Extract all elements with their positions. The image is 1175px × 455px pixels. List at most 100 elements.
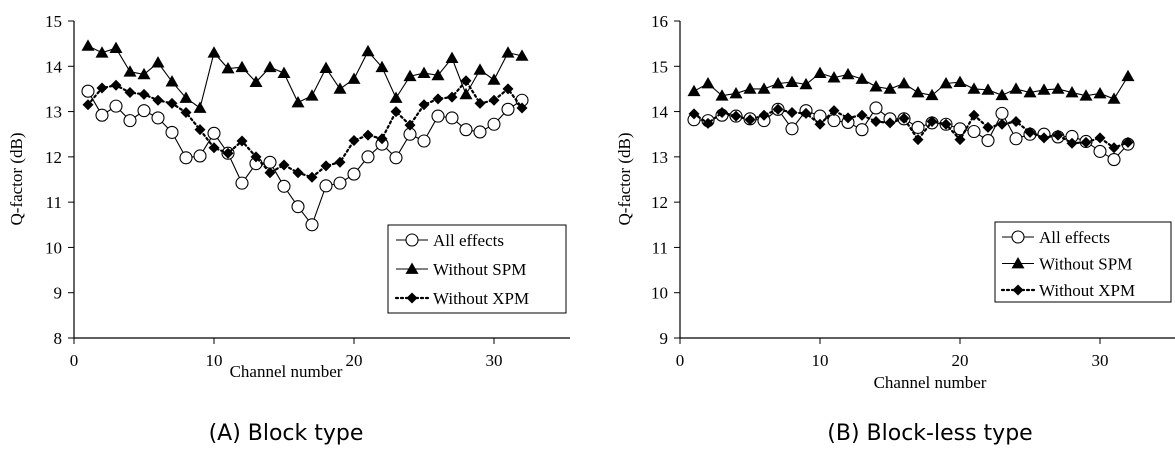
data-point xyxy=(320,160,332,172)
data-point xyxy=(222,147,234,159)
data-point xyxy=(925,88,939,101)
data-point xyxy=(445,51,459,64)
data-point xyxy=(516,102,528,114)
data-point xyxy=(1009,82,1023,94)
data-point xyxy=(1038,132,1050,144)
data-point xyxy=(207,126,221,140)
data-point xyxy=(687,84,701,97)
data-point xyxy=(432,93,444,105)
data-point xyxy=(1080,136,1092,148)
data-point xyxy=(996,118,1008,130)
data-point xyxy=(305,89,319,101)
series-2 xyxy=(687,66,1135,104)
data-point xyxy=(82,99,94,111)
data-point xyxy=(95,46,109,58)
legend-marker xyxy=(1011,257,1025,269)
legend-entry: All effects xyxy=(396,231,504,250)
data-point xyxy=(152,94,164,106)
data-point xyxy=(1023,86,1037,98)
data-point xyxy=(123,65,137,77)
series-1 xyxy=(81,84,529,232)
data-point xyxy=(487,73,501,85)
panel-caption: (A) Block type xyxy=(209,421,364,446)
data-point xyxy=(124,87,136,99)
data-point xyxy=(375,60,389,73)
x-tick-label: 0 xyxy=(70,351,79,370)
legend: All effects Without SPM Without XPM xyxy=(994,221,1172,303)
data-point xyxy=(842,112,854,124)
data-point xyxy=(743,82,757,94)
data-point xyxy=(305,218,319,232)
data-point xyxy=(250,151,262,163)
data-point xyxy=(515,49,529,61)
series-line xyxy=(693,72,1129,100)
data-point xyxy=(758,109,770,121)
y-tick-label: 15 xyxy=(45,12,62,31)
data-point xyxy=(166,97,178,109)
data-point xyxy=(1051,82,1065,94)
data-point xyxy=(459,87,473,100)
data-point xyxy=(277,66,291,78)
y-tick-label: 10 xyxy=(651,284,668,303)
data-point xyxy=(389,151,403,165)
data-point xyxy=(981,134,995,148)
data-point xyxy=(179,91,193,103)
x-tick-label: 30 xyxy=(1092,351,1109,370)
data-point xyxy=(716,106,728,118)
data-point xyxy=(869,101,883,115)
data-point xyxy=(744,114,756,126)
legend-label: Without XPM xyxy=(433,289,529,308)
data-point xyxy=(1066,137,1078,149)
data-point xyxy=(1122,136,1134,148)
data-point xyxy=(968,109,980,121)
data-point xyxy=(870,116,882,128)
legend-marker xyxy=(405,262,419,274)
data-point xyxy=(292,167,304,179)
data-point xyxy=(445,111,459,125)
data-point xyxy=(501,102,515,116)
data-point xyxy=(715,89,729,101)
data-point xyxy=(501,46,515,58)
legend-label: All effects xyxy=(433,231,504,250)
data-point xyxy=(180,106,192,118)
x-axis-title: Channel number xyxy=(874,373,987,392)
y-tick-label: 11 xyxy=(46,193,62,212)
y-tick-label: 9 xyxy=(660,329,669,348)
legend-marker xyxy=(406,292,418,304)
data-point xyxy=(800,107,812,119)
y-tick-label: 14 xyxy=(651,103,669,122)
data-point xyxy=(390,106,402,118)
data-point xyxy=(333,176,347,190)
data-point xyxy=(841,67,855,80)
chart-panel-b: 9 10 11 12 13 14 15 16 0 10 20 30 Q-factor (dB) Ch… xyxy=(615,12,1175,446)
data-point xyxy=(786,106,798,118)
data-point xyxy=(1108,142,1120,154)
data-point xyxy=(1107,92,1121,104)
data-point xyxy=(502,83,514,95)
data-point xyxy=(235,176,249,190)
data-point xyxy=(730,110,742,122)
data-point xyxy=(193,149,207,163)
data-point xyxy=(81,84,95,98)
legend-entry: All effects xyxy=(1002,228,1110,247)
data-point xyxy=(263,60,277,73)
legend: All effects Without SPM Without XPM xyxy=(387,224,567,314)
data-point xyxy=(333,82,347,94)
series-line xyxy=(86,78,524,179)
data-point xyxy=(1024,126,1036,138)
data-point xyxy=(194,124,206,136)
data-point xyxy=(362,129,374,141)
data-point xyxy=(799,77,813,90)
data-point xyxy=(123,114,137,128)
data-point xyxy=(474,97,486,109)
data-point xyxy=(236,135,248,147)
data-point xyxy=(361,150,375,164)
data-point xyxy=(319,61,333,73)
data-point xyxy=(361,44,375,57)
data-point xyxy=(701,76,715,89)
data-point xyxy=(221,62,235,74)
data-point xyxy=(1094,132,1106,144)
data-point xyxy=(1093,86,1107,99)
data-point xyxy=(995,106,1009,120)
data-point xyxy=(96,82,108,94)
